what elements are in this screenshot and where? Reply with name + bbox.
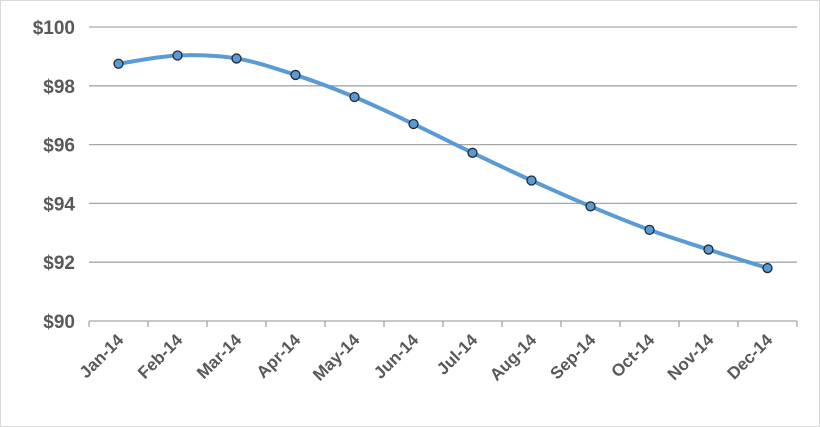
y-tick-label: $100: [33, 18, 75, 39]
x-tick-label: Jan-14: [76, 330, 128, 382]
y-tick-label: $92: [43, 253, 75, 274]
data-point-marker: [762, 262, 773, 274]
data-point-marker: [290, 69, 301, 81]
data-point-marker: [644, 224, 655, 236]
y-tick-label: $90: [43, 312, 75, 333]
data-point-marker: [408, 118, 419, 130]
data-point-marker: [172, 50, 183, 61]
gridlines: [89, 26, 797, 263]
x-tick-label: Oct-14: [607, 330, 658, 381]
data-point-marker: [585, 201, 596, 212]
x-tick-label: Mar-14: [193, 330, 246, 383]
data-point-marker: [526, 175, 537, 186]
x-tick-label: Aug-14: [486, 330, 541, 385]
y-tick-labels: $90 $92 $94 $96 $98 $100: [33, 18, 76, 333]
x-tick-label: Apr-14: [253, 330, 305, 382]
x-tick-label: Sep-14: [546, 330, 599, 383]
data-point-marker: [467, 147, 478, 158]
y-tick-label: $96: [43, 136, 75, 157]
data-point-marker: [231, 53, 242, 64]
data-point-marker: [113, 58, 124, 69]
series-line: [116, 53, 770, 271]
x-tick-label: Feb-14: [134, 330, 187, 383]
y-tick-label: $98: [43, 77, 75, 98]
axes: [88, 320, 798, 327]
x-tick-label: May-14: [309, 330, 364, 385]
x-tick-label: Nov-14: [664, 330, 718, 384]
x-tick-label: Dec-14: [723, 330, 776, 383]
series-layer: [113, 50, 773, 274]
x-tick-labels: Jan-14 Feb-14 Mar-14 Apr-14 May-14 Jun-14 Jul-…: [76, 330, 777, 385]
y-tick-label: $94: [43, 194, 75, 215]
x-tick-label: Jun-14: [370, 330, 423, 383]
data-point-marker: [703, 244, 714, 255]
data-point-marker: [349, 91, 360, 103]
x-tick-label: Jul-14: [433, 330, 482, 379]
